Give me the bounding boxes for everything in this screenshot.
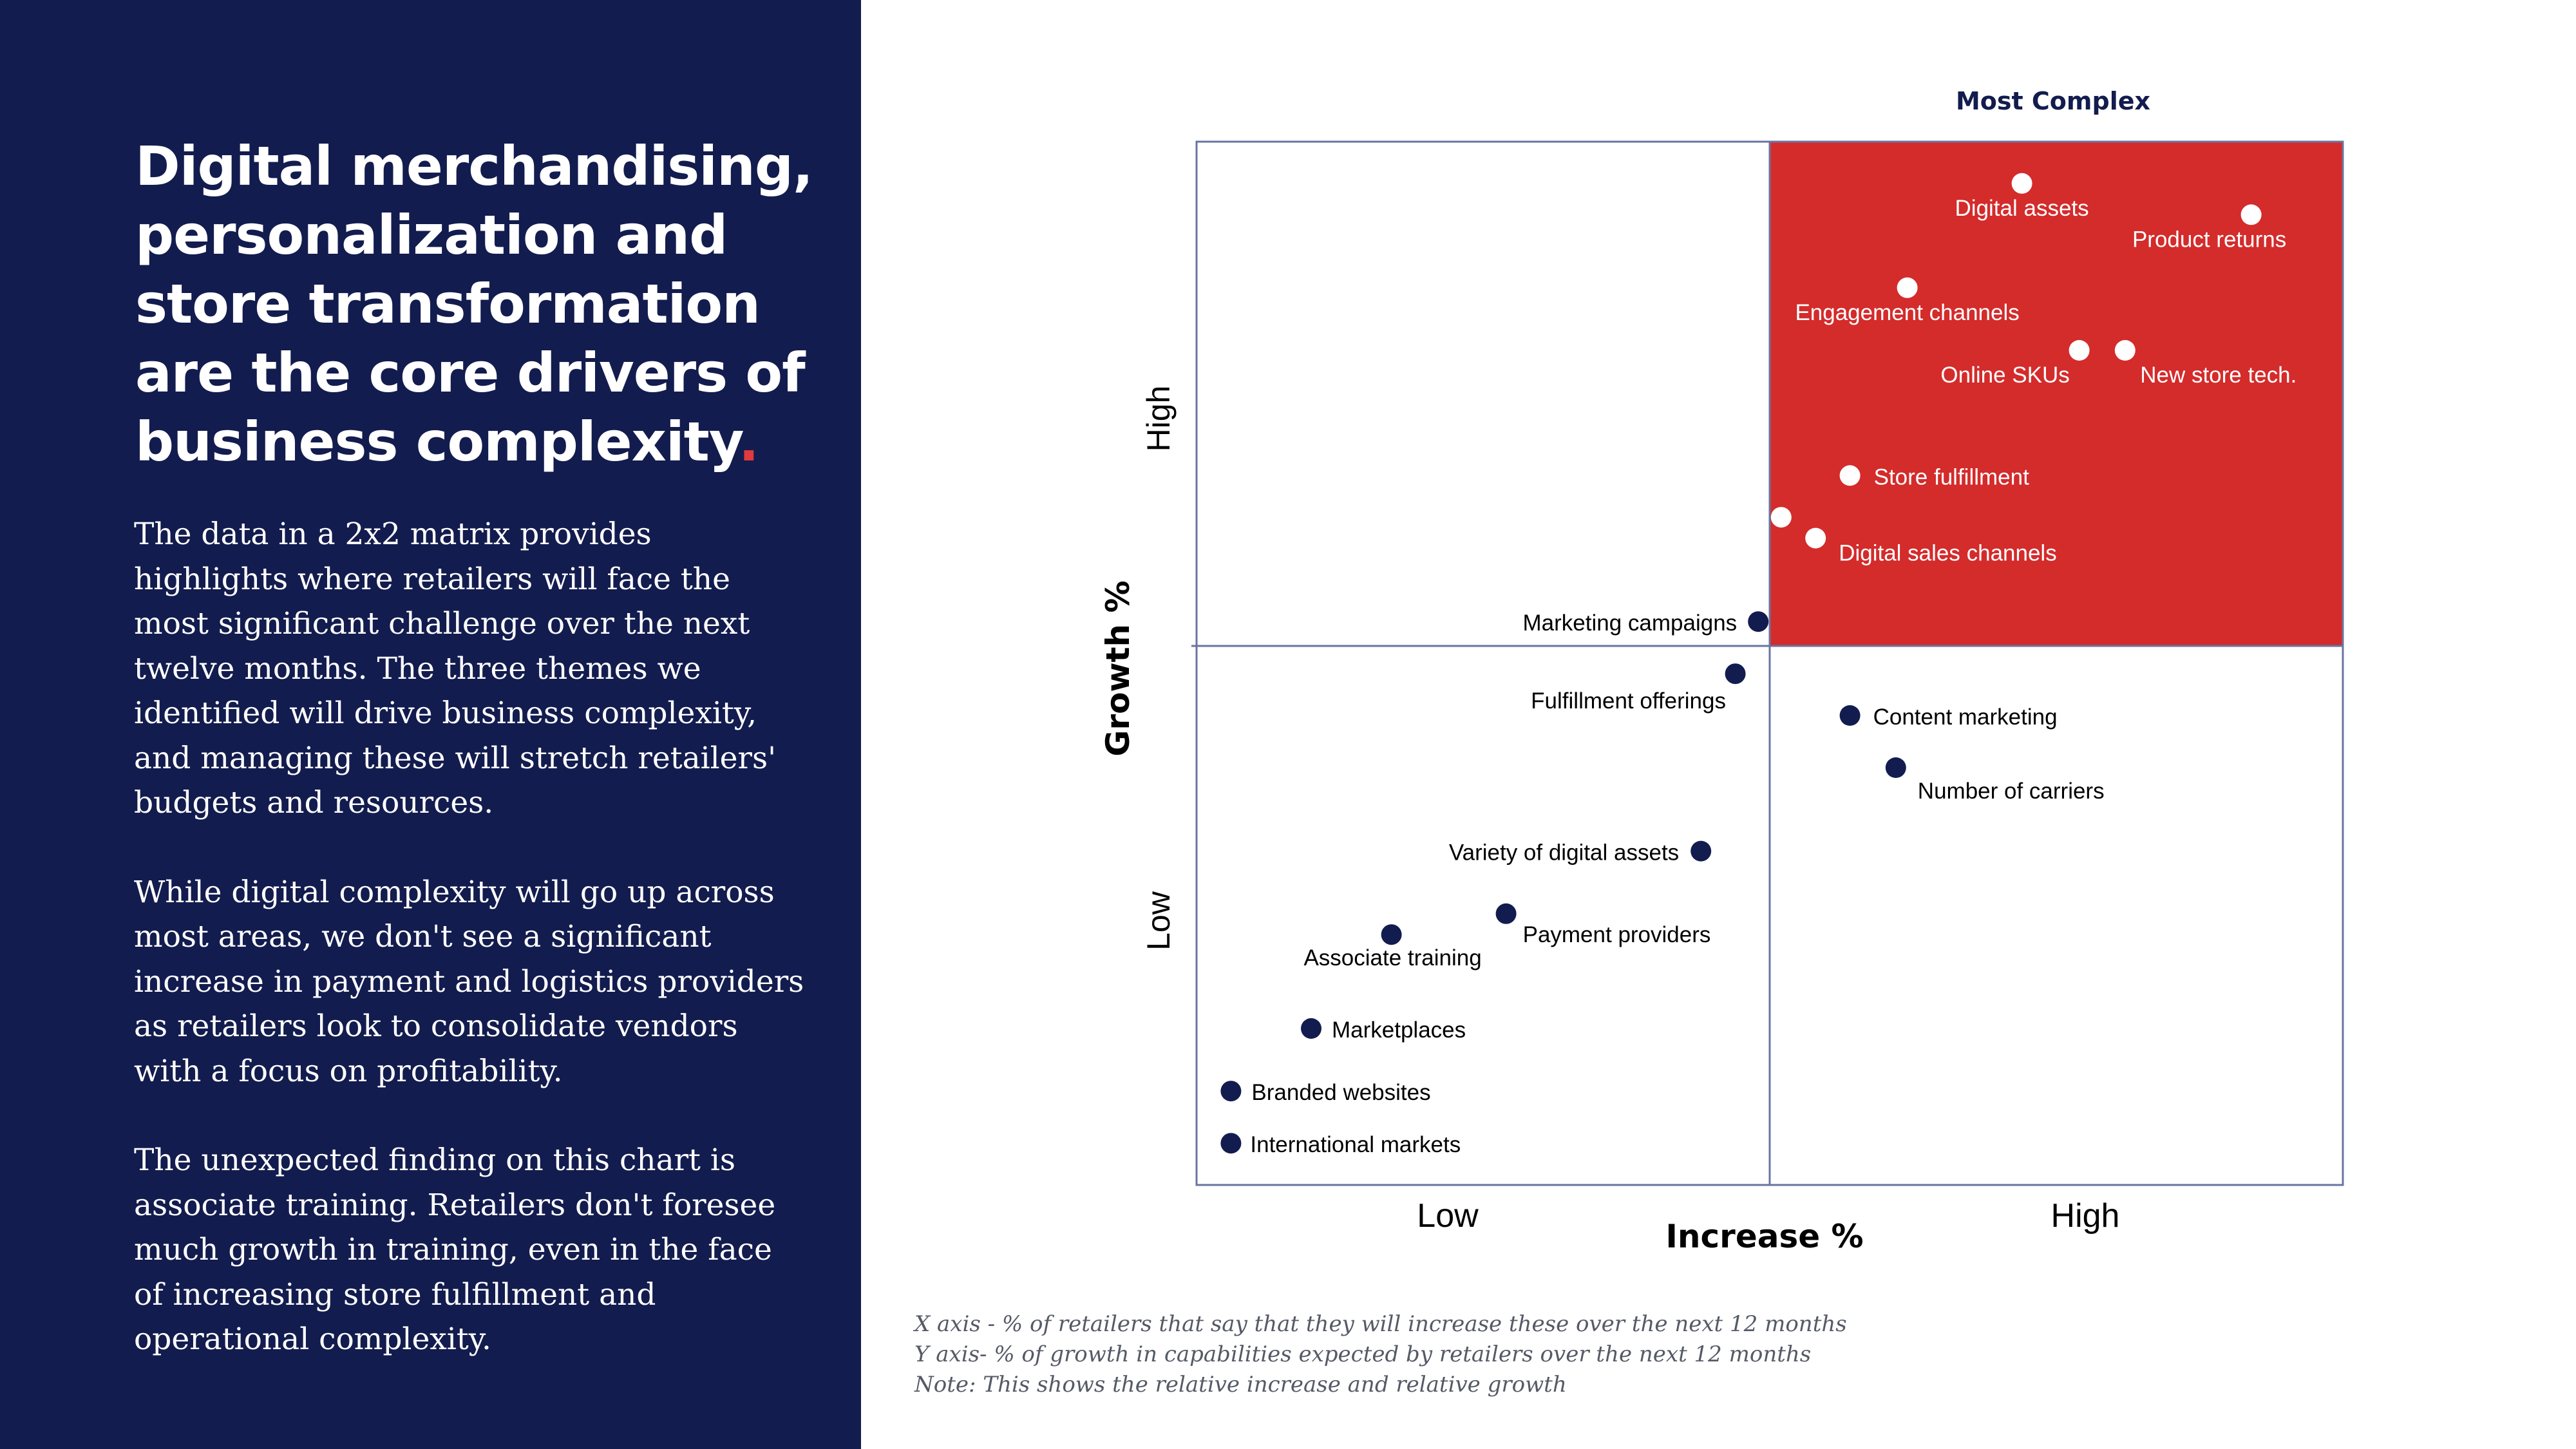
data-point-label: Digital assets: [1955, 196, 2089, 221]
data-point-label: Self-service tools: [1589, 506, 1760, 531]
data-point-label: Associate training: [1303, 945, 1481, 971]
footnote-x-axis: X axis - % of retailers that say that th…: [914, 1311, 1847, 1337]
left-panel: Digital merchandising, personalization an…: [0, 0, 861, 1449]
data-point: [2069, 340, 2090, 361]
data-point: [1885, 757, 1906, 778]
data-point: [1805, 527, 1826, 549]
data-point-label: Marketplaces: [1332, 1018, 1466, 1043]
headline-line-3: store transformation: [135, 272, 761, 336]
data-point-label: Marketing campaigns: [1523, 611, 1738, 636]
data-point-label: Variety of digital assets: [1449, 840, 1679, 866]
headline-line-4: are the core drivers of: [135, 341, 806, 404]
data-points: Digital assets Product returns Engagement …: [1220, 173, 2297, 1157]
data-point: [1770, 507, 1792, 528]
data-point: [1748, 611, 1769, 632]
data-point-label: Number of carriers: [1918, 779, 2105, 804]
data-point-label: Content marketing: [1873, 705, 2058, 730]
footnote-note: Note: This shows the relative increase a…: [914, 1372, 1567, 1397]
headline-line-2: personalization and: [135, 204, 728, 267]
data-point-label: Store fulfillment: [1874, 464, 2029, 489]
paragraph-1: The data in a 2x2 matrix provides highli…: [134, 516, 777, 820]
y-tick-high: High: [1141, 386, 1177, 452]
headline-line-5: business complexity: [135, 410, 739, 473]
data-point-label: Branded websites: [1251, 1080, 1430, 1105]
data-point: [2011, 173, 2032, 194]
paragraph-3: The unexpected finding on this chart is …: [134, 1142, 776, 1357]
y-axis-label: Growth %: [1099, 580, 1137, 756]
data-point: [1495, 903, 1517, 924]
footnote-y-axis: Y axis- % of growth in capabilities expe…: [914, 1341, 1812, 1367]
body-text: The data in a 2x2 matrix provides highli…: [134, 512, 810, 1406]
data-point: [1220, 1133, 1242, 1154]
data-point-label: Fulfillment offerings: [1531, 688, 1726, 714]
data-point: [1690, 840, 1712, 862]
data-point: [2114, 340, 2136, 361]
data-point-label: New store tech.: [2140, 363, 2297, 388]
most-complex-quadrant: [1770, 142, 2343, 646]
data-point: [1897, 277, 1918, 298]
data-point: [1301, 1018, 1321, 1039]
quadrant-label: Most Complex: [1956, 87, 2150, 115]
x-tick-low: Low: [1417, 1197, 1479, 1235]
y-tick-low: Low: [1141, 891, 1177, 951]
data-point-label: Engagement channels: [1795, 300, 2019, 325]
data-point-label: Product returns: [2132, 227, 2286, 252]
data-point: [1839, 705, 1861, 726]
x-axis-label: Increase %: [1665, 1218, 1863, 1255]
footnotes: X axis - % of retailers that say that th…: [914, 1309, 2074, 1400]
headline: Digital merchandising, personalization an…: [135, 132, 844, 477]
data-point-label: Payment providers: [1523, 922, 1711, 947]
data-point-label: Digital sales channels: [1839, 541, 2057, 566]
data-point-label: Online SKUs: [1940, 363, 2069, 388]
data-point: [1381, 924, 1402, 945]
data-point: [2240, 204, 2262, 225]
paragraph-2: While digital complexity will go up acro…: [134, 874, 804, 1089]
x-tick-high: High: [2051, 1197, 2120, 1235]
headline-line-1: Digital merchandising,: [135, 135, 813, 198]
data-point-label: International markets: [1250, 1132, 1461, 1157]
data-point: [1725, 663, 1746, 685]
headline-end-mark: .: [738, 410, 759, 473]
data-point: [1220, 1081, 1242, 1102]
data-point: [1839, 465, 1861, 486]
